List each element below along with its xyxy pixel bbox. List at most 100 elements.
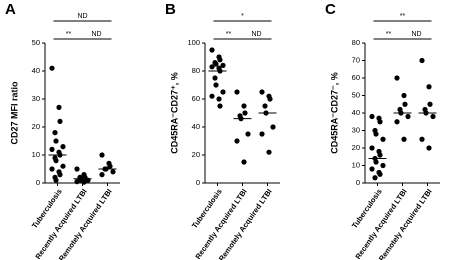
y-axis-label: CD45RA⁻CD27⁺, %: [169, 72, 179, 154]
data-point: [213, 61, 219, 67]
data-point: [212, 75, 218, 81]
data-point: [110, 169, 116, 175]
data-point: [57, 172, 63, 178]
data-point: [99, 172, 105, 178]
data-point: [234, 89, 240, 95]
y-tick-label: 0: [196, 178, 200, 187]
data-point: [74, 179, 80, 185]
data-point: [380, 162, 386, 169]
y-tick-label: 50: [352, 90, 360, 99]
data-point: [74, 166, 80, 172]
data-point: [426, 84, 432, 90]
significance-label: **: [226, 31, 232, 38]
y-tick-label: 80: [192, 66, 200, 75]
y-tick-label: 100: [187, 38, 200, 47]
data-point: [369, 145, 375, 151]
data-point: [427, 101, 433, 107]
data-point: [60, 163, 66, 169]
data-point: [369, 166, 375, 172]
data-point: [241, 103, 247, 109]
significance-label: *: [241, 13, 244, 20]
data-point: [267, 96, 273, 102]
data-point: [262, 103, 268, 109]
y-tick-label: 10: [352, 160, 360, 169]
data-point: [405, 113, 411, 120]
panel-label: B: [165, 1, 176, 18]
y-axis-label: CD45RA⁻CD27⁻, %: [329, 72, 339, 154]
panel-label: A: [5, 1, 16, 18]
significance-label: **: [66, 31, 72, 38]
data-point: [270, 124, 276, 130]
data-point: [220, 89, 226, 95]
data-point: [217, 103, 223, 109]
data-point: [377, 119, 383, 125]
data-point: [234, 138, 240, 144]
y-tick-label: 30: [352, 125, 360, 134]
y-tick-label: 70: [352, 55, 360, 64]
data-point: [380, 136, 386, 142]
data-point: [49, 146, 55, 152]
data-point: [213, 82, 219, 88]
data-point: [373, 159, 379, 165]
panel-label: C: [325, 1, 336, 18]
data-point: [49, 166, 55, 172]
data-point: [57, 118, 63, 124]
data-point: [266, 149, 272, 155]
data-point: [242, 110, 248, 116]
data-point: [209, 64, 215, 70]
data-point: [56, 104, 62, 110]
data-point: [259, 89, 265, 95]
y-tick-label: 20: [32, 122, 40, 131]
significance-label: ND: [91, 31, 101, 38]
y-tick-label: 80: [352, 38, 360, 47]
data-point: [394, 119, 400, 125]
data-point: [430, 113, 436, 120]
y-tick-label: 30: [32, 94, 40, 103]
y-tick-label: 10: [32, 150, 40, 159]
significance-label: ND: [411, 31, 421, 38]
data-point: [245, 131, 251, 137]
y-tick-label: 0: [356, 178, 360, 187]
data-point: [372, 175, 378, 181]
data-point: [394, 75, 400, 81]
y-tick-label: 20: [192, 150, 200, 159]
data-point: [60, 144, 66, 150]
significance-label: **: [400, 13, 406, 20]
y-tick-label: 40: [192, 122, 200, 131]
y-tick-label: 60: [352, 73, 360, 82]
data-point: [377, 171, 383, 177]
significance-label: ND: [77, 13, 87, 20]
data-point: [52, 130, 58, 136]
y-tick-label: 20: [352, 143, 360, 152]
significance-label: ND: [251, 31, 261, 38]
y-tick-label: 50: [32, 38, 40, 47]
data-point: [402, 101, 408, 107]
data-point: [241, 159, 247, 165]
data-point: [377, 152, 383, 158]
data-point: [401, 136, 407, 142]
data-point: [426, 145, 432, 151]
data-point: [373, 131, 379, 137]
y-axis-label: CD27 MFI ratio: [9, 81, 19, 145]
y-tick-label: 0: [36, 178, 40, 187]
data-point: [220, 62, 226, 68]
significance-label: **: [386, 31, 392, 38]
data-point: [107, 163, 113, 169]
data-point: [419, 57, 425, 64]
data-point: [53, 158, 59, 164]
data-point: [99, 152, 105, 158]
data-point: [53, 177, 59, 183]
data-point: [209, 93, 215, 99]
data-point: [53, 138, 59, 144]
data-point: [419, 136, 425, 142]
data-point: [81, 179, 87, 185]
y-tick-label: 40: [32, 66, 40, 75]
data-point: [259, 131, 265, 137]
data-point: [209, 47, 215, 53]
data-point: [216, 96, 222, 102]
y-tick-label: 60: [192, 94, 200, 103]
data-point: [369, 113, 375, 120]
data-point: [401, 92, 407, 99]
y-tick-label: 40: [352, 108, 360, 117]
